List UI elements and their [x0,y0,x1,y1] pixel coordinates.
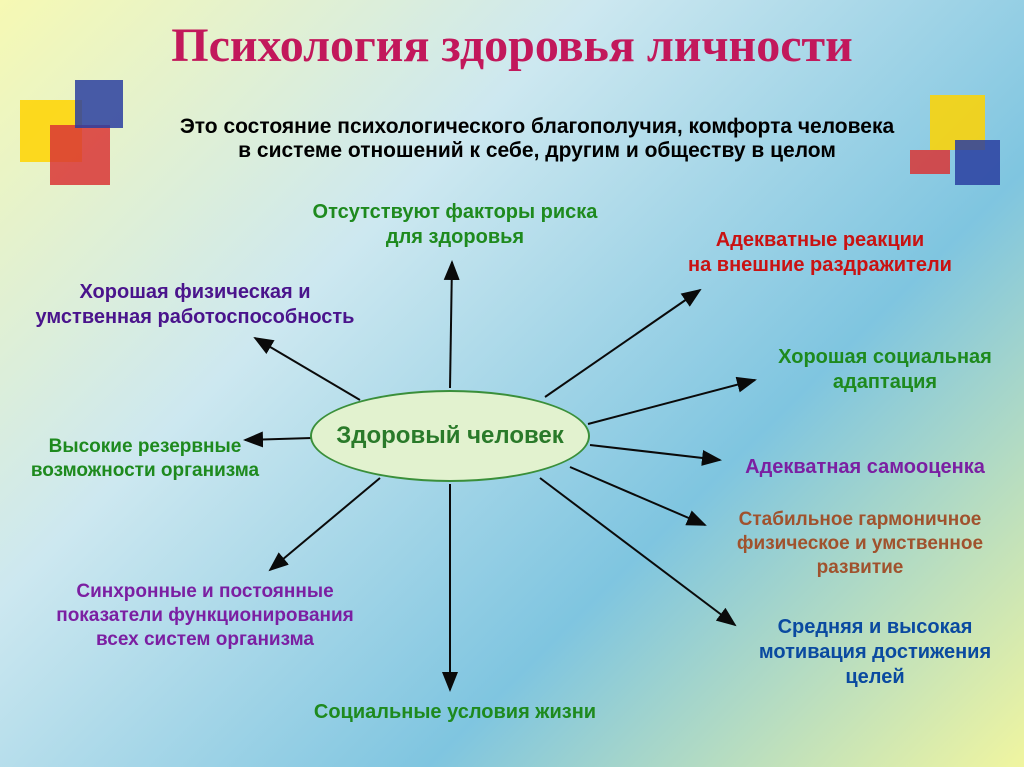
branch-line: развитие [710,556,1010,580]
subtitle-line2: в системе отношений к себе, другим и общ… [110,139,964,163]
subtitle-line1: Это состояние психологического благополу… [110,115,964,139]
branch-line: Хорошая социальная [760,345,1010,370]
branch-label: Хорошая социальнаяадаптация [760,345,1010,395]
branch-label: Социальные условия жизни [290,700,620,725]
branch-line: Синхронные и постоянные [20,580,390,604]
branch-label: Высокие резервныевозможности организма [10,435,280,483]
branch-line: Отсутствуют факторы риска [290,200,620,225]
subtitle: Это состояние психологического благополу… [110,115,964,163]
branch-line: показатели функционирования [20,604,390,628]
branch-label: Стабильное гармоничноефизическое и умств… [710,508,1010,579]
branch-line: физическое и умственное [710,532,1010,556]
branch-line: всех систем организма [20,628,390,652]
arrow [450,262,452,388]
branch-line: умственная работоспособность [20,305,370,330]
branch-line: на внешние раздражители [660,253,980,278]
branch-line: целей [740,665,1010,690]
branch-line: мотивация достижения [740,640,1010,665]
arrow [255,338,360,400]
branch-label: Адекватные реакциина внешние раздражител… [660,228,980,278]
branch-line: Адекватная самооценка [720,455,1010,480]
branch-line: Хорошая физическая и [20,280,370,305]
center-node: Здоровый человек [310,390,590,482]
page-title: Психология здоровья личности [0,18,1024,73]
arrow [540,478,735,625]
arrow [270,478,380,570]
branch-line: для здоровья [290,225,620,250]
branch-line: адаптация [760,370,1010,395]
branch-line: Средняя и высокая [740,615,1010,640]
branch-line: возможности организма [10,459,280,483]
branch-label: Адекватная самооценка [720,455,1010,480]
branch-line: Стабильное гармоничное [710,508,1010,532]
branch-label: Синхронные и постоянныепоказатели функци… [20,580,390,651]
arrow [588,380,755,424]
arrow [590,445,720,460]
branch-line: Адекватные реакции [660,228,980,253]
branch-label: Отсутствуют факторы рискадля здоровья [290,200,620,250]
branch-label: Средняя и высокаямотивация достиженияцел… [740,615,1010,690]
branch-label: Хорошая физическая иумственная работоспо… [20,280,370,330]
branch-line: Социальные условия жизни [290,700,620,725]
branch-line: Высокие резервные [10,435,280,459]
arrow [545,290,700,397]
